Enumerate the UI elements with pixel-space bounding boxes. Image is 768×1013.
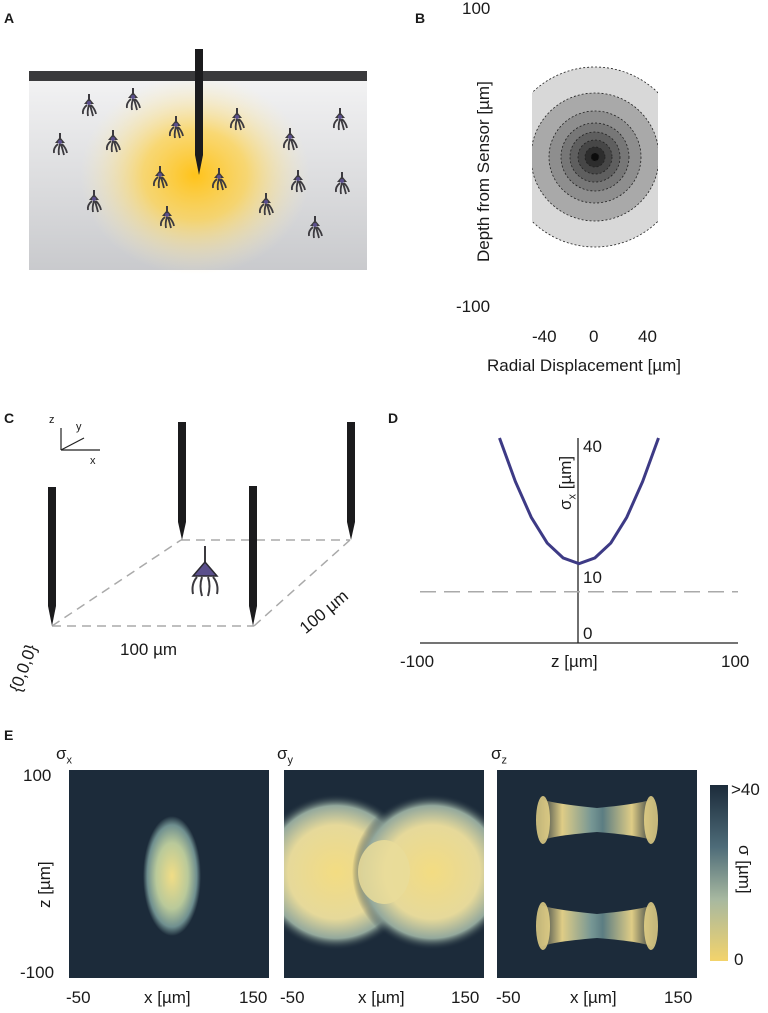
panel-b-xlabel: Radial Displacement [µm] <box>487 356 682 375</box>
panel-c-axis-x: x <box>90 455 96 467</box>
panel-c-axis-z: z <box>49 414 55 426</box>
panel-letter-d: D <box>388 410 399 426</box>
panel-e-colorbar-bottom: 0 <box>734 950 744 969</box>
panel-d-x-left-tick: -100 <box>400 652 435 671</box>
panel-e-x-right-tick-1: 150 <box>239 988 268 1007</box>
heatmap-sigma-y <box>284 770 484 978</box>
panel-d-x-right-tick: 100 <box>721 652 750 671</box>
panel-e-colorbar <box>710 785 728 961</box>
panel-d-curve <box>498 437 660 566</box>
panel-d-y-tick-10: 10 <box>583 568 602 587</box>
panel-a-illustration <box>29 49 367 275</box>
panel-e-x-left-tick-2: -50 <box>280 988 305 1007</box>
panel-letter-b: B <box>415 10 426 26</box>
panel-b-y-bottom-tick: -100 <box>456 297 491 316</box>
panel-e-x-right-tick-3: 150 <box>664 988 693 1007</box>
panel-c-axis-y: y <box>76 421 82 433</box>
panel-d-ylabel: σx [µm] <box>556 455 579 510</box>
neuron-soma <box>191 546 219 597</box>
panel-b-x-tick-neg40: -40 <box>532 327 557 346</box>
panel-letter-a: A <box>4 10 15 26</box>
panel-letter-e: E <box>4 727 14 743</box>
panel-d-xlabel: z [µm] <box>551 652 598 671</box>
panel-e-title-sigma-z: σz <box>491 744 507 767</box>
panel-e-xlabel-2: x [µm] <box>358 988 405 1007</box>
heatmap-sigma-z <box>497 770 697 978</box>
panel-e-y-top-tick: 100 <box>23 766 52 785</box>
panel-e-x-left-tick-3: -50 <box>496 988 521 1007</box>
panel-d-y-tick-0: 0 <box>583 624 593 643</box>
panel-e-y-bottom-tick: -100 <box>20 963 55 982</box>
panel-e-xlabel-1: x [µm] <box>144 988 191 1007</box>
panel-c-length-x: 100 µm <box>120 640 178 659</box>
panel-d-y-tick-40: 40 <box>583 437 602 456</box>
panel-b-x-tick-0: 0 <box>589 327 599 346</box>
panel-e-colorbar-top: >40 <box>731 780 760 799</box>
axis-y-line <box>60 437 85 451</box>
heatmap-sigma-x <box>69 770 269 978</box>
panel-e-ylabel: z [µm] <box>35 861 54 908</box>
panel-b-y-top-tick: 100 <box>462 0 491 18</box>
panel-e-x-left-tick-1: -50 <box>66 988 91 1007</box>
panel-e-title-sigma-y: σy <box>277 744 293 767</box>
panel-c-illustration <box>48 422 355 627</box>
panel-letter-c: C <box>4 410 15 426</box>
panel-e-xlabel-3: x [µm] <box>570 988 617 1007</box>
panel-b-contour-plot <box>532 66 658 248</box>
panel-b-x-tick-40: 40 <box>638 327 657 346</box>
panel-e-x-right-tick-2: 150 <box>451 988 480 1007</box>
panel-e-title-sigma-x: σx <box>56 744 72 767</box>
panel-e-colorbar-label: σ [µm] <box>735 845 754 894</box>
panel-d-chart <box>420 437 738 644</box>
